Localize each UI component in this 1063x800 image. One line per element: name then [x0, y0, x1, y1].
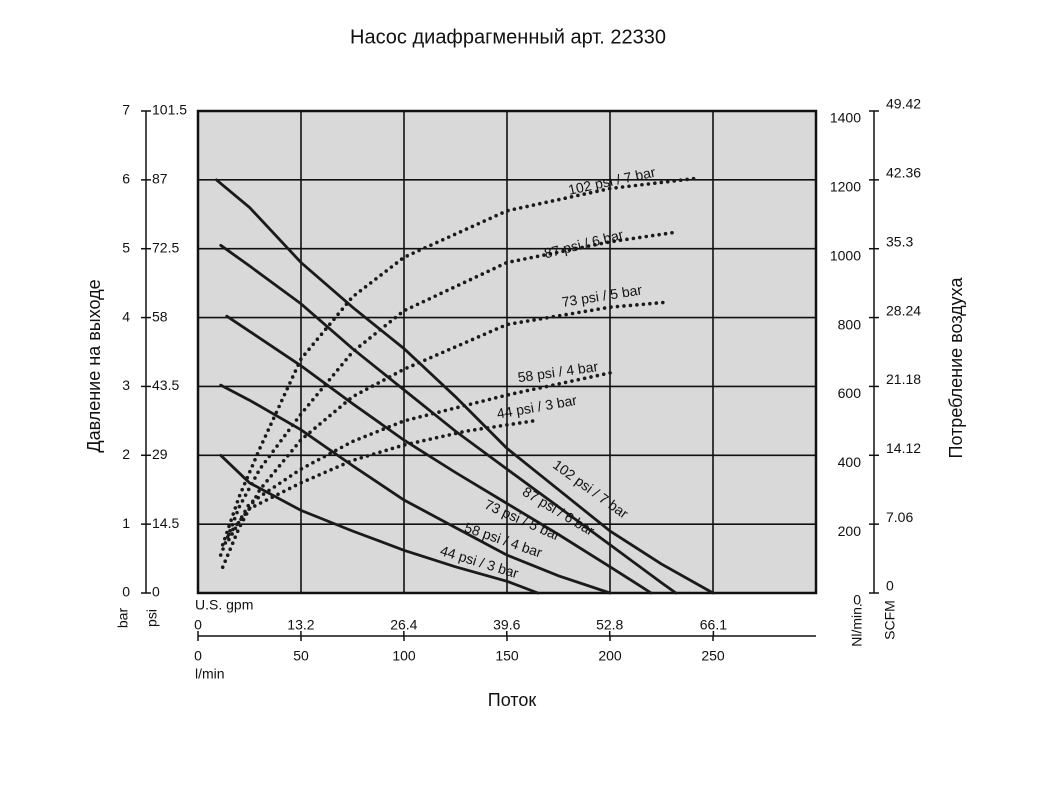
x-tick-label: 100 [392, 648, 416, 664]
y2-alt-tick-label: 21.18 [886, 371, 921, 387]
y2-tick-label: 0 [853, 592, 861, 608]
x-tick-label: 200 [598, 648, 622, 664]
x-alt-tick-label: 13.2 [287, 617, 314, 633]
chart-title: Насос диафрагменный арт. 22330 [350, 26, 666, 48]
y-alt-tick-label: 87 [152, 171, 168, 187]
x-tick-label: 50 [293, 648, 309, 664]
flow-line [225, 314, 653, 595]
x-alt-tick-label: 52.8 [596, 617, 623, 633]
y-tick-label: 0 [122, 584, 130, 600]
y2-alt-tick-label: 7.06 [886, 509, 913, 525]
air-consumption-line [227, 370, 616, 542]
y-alt-tick-label: 14.5 [152, 515, 179, 531]
y-alt-tick-label: 43.5 [152, 377, 179, 393]
y-tick-label: 1 [122, 515, 130, 531]
y-tick-label: 5 [122, 239, 130, 255]
y2-tick-label: 800 [838, 316, 862, 332]
y2-alt-tick-label: 42.36 [886, 165, 921, 181]
y-tick-label: 4 [122, 308, 130, 324]
air-consumption-line [218, 230, 678, 557]
y-tick-label: 7 [122, 102, 130, 118]
y-tick-label: 2 [122, 446, 130, 462]
y2-tick-label: 1000 [830, 247, 861, 263]
x-alt-tick-label: 26.4 [390, 617, 417, 633]
y2-alt-unit: SCFM [882, 600, 898, 640]
x-tick-label: 0 [194, 648, 202, 664]
x-tick-label: 250 [701, 648, 725, 664]
plot-border [196, 109, 818, 595]
flow-line [219, 453, 540, 595]
y2-tick-label: 400 [838, 454, 862, 470]
y2-alt-tick-label: 49.42 [886, 96, 921, 112]
y-alt-tick-label: 58 [152, 308, 168, 324]
y-alt-tick-label: 72.5 [152, 239, 179, 255]
y2-alt-tick-label: 35.3 [886, 233, 913, 249]
flow-line [215, 178, 715, 595]
x-alt-unit: U.S. gpm [195, 597, 253, 613]
y2-axis-label: Потребление воздуха [946, 277, 966, 459]
y-unit: bar [115, 608, 131, 629]
x-tick-label: 150 [495, 648, 519, 664]
x-axis-label: Поток [488, 690, 537, 710]
y-alt-unit: psi [144, 609, 160, 627]
x-alt-tick-label: 39.6 [493, 617, 520, 633]
flow-line [219, 383, 612, 595]
y2-tick-label: 200 [838, 523, 862, 539]
x-alt-tick-label: 0 [194, 617, 202, 633]
y2-tick-label: 1200 [830, 179, 861, 195]
y-alt-tick-label: 29 [152, 446, 168, 462]
y2-tick-label: 1400 [830, 110, 861, 126]
y2-tick-label: 600 [838, 385, 862, 401]
y-axis-label: Давление на выходе [84, 279, 104, 452]
x-unit: l/min [195, 666, 225, 682]
air-consumption-line [227, 418, 540, 537]
y2-alt-tick-label: 14.12 [886, 440, 921, 456]
x-alt-tick-label: 66.1 [700, 617, 727, 633]
y-tick-label: 3 [122, 377, 130, 393]
y-alt-tick-label: 0 [152, 584, 160, 600]
y2-unit: Nl/min. [849, 603, 865, 647]
flow-line [219, 243, 678, 595]
y2-alt-tick-label: 28.24 [886, 302, 921, 318]
y2-alt-tick-label: 0 [886, 578, 894, 594]
y-alt-tick-label: 101.5 [152, 102, 187, 118]
y-tick-label: 6 [122, 171, 130, 187]
